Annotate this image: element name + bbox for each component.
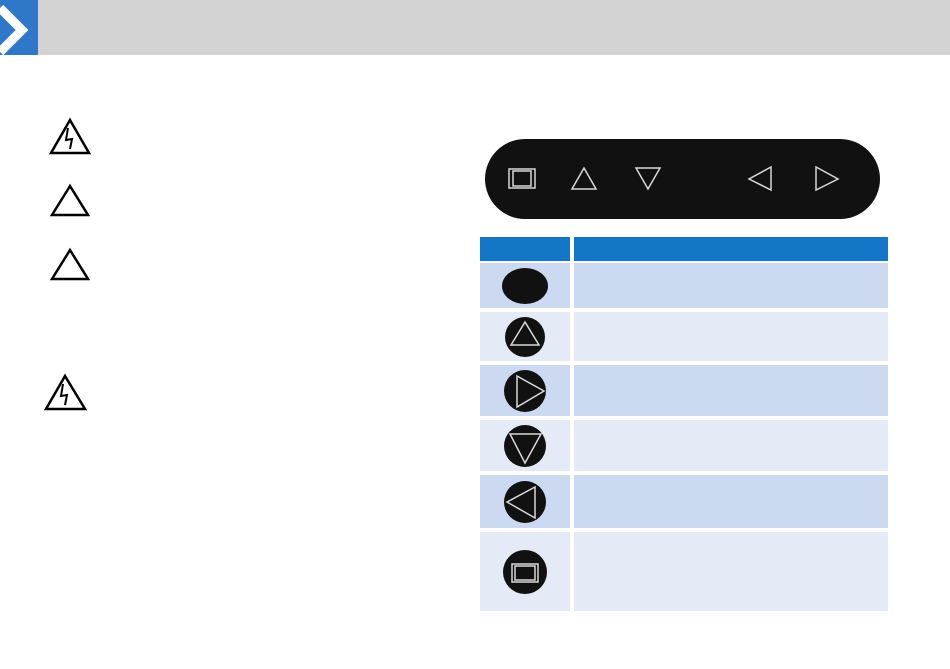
up-button-icon (505, 316, 545, 357)
electric-shock-warning-icon (43, 373, 88, 411)
button-icon-cell (480, 532, 570, 611)
chevron-right-icon (0, 4, 29, 56)
left-triangle-icon[interactable] (747, 165, 772, 192)
button-icon-cell (480, 365, 570, 416)
header-bar (0, 0, 950, 55)
description-cell (574, 475, 888, 528)
table-header-cell (480, 237, 570, 261)
left-button-icon (504, 480, 546, 523)
section-marker (0, 0, 38, 56)
power-button-icon (502, 267, 548, 304)
down-button-icon (504, 424, 546, 467)
button-icon-cell (480, 420, 570, 471)
button-icon-cell (480, 475, 570, 528)
description-cell (574, 263, 888, 308)
table-header-cell (574, 237, 888, 261)
warning-icons (43, 117, 92, 411)
right-button-icon (504, 369, 546, 412)
control-panel (485, 139, 880, 219)
button-icon-cell (480, 312, 570, 361)
electric-shock-warning-icon (48, 117, 92, 155)
up-triangle-icon[interactable] (570, 166, 598, 190)
description-cell (574, 532, 888, 611)
description-cell (574, 420, 888, 471)
description-cell (574, 312, 888, 361)
right-triangle-icon[interactable] (815, 165, 840, 192)
menu-square-icon[interactable] (508, 168, 536, 189)
down-triangle-icon[interactable] (634, 167, 662, 191)
button-icon-cell (480, 263, 570, 308)
menu-button-icon (503, 549, 547, 594)
description-cell (574, 365, 888, 416)
caution-triangle-icon (49, 247, 91, 281)
caution-triangle-icon (49, 183, 91, 217)
